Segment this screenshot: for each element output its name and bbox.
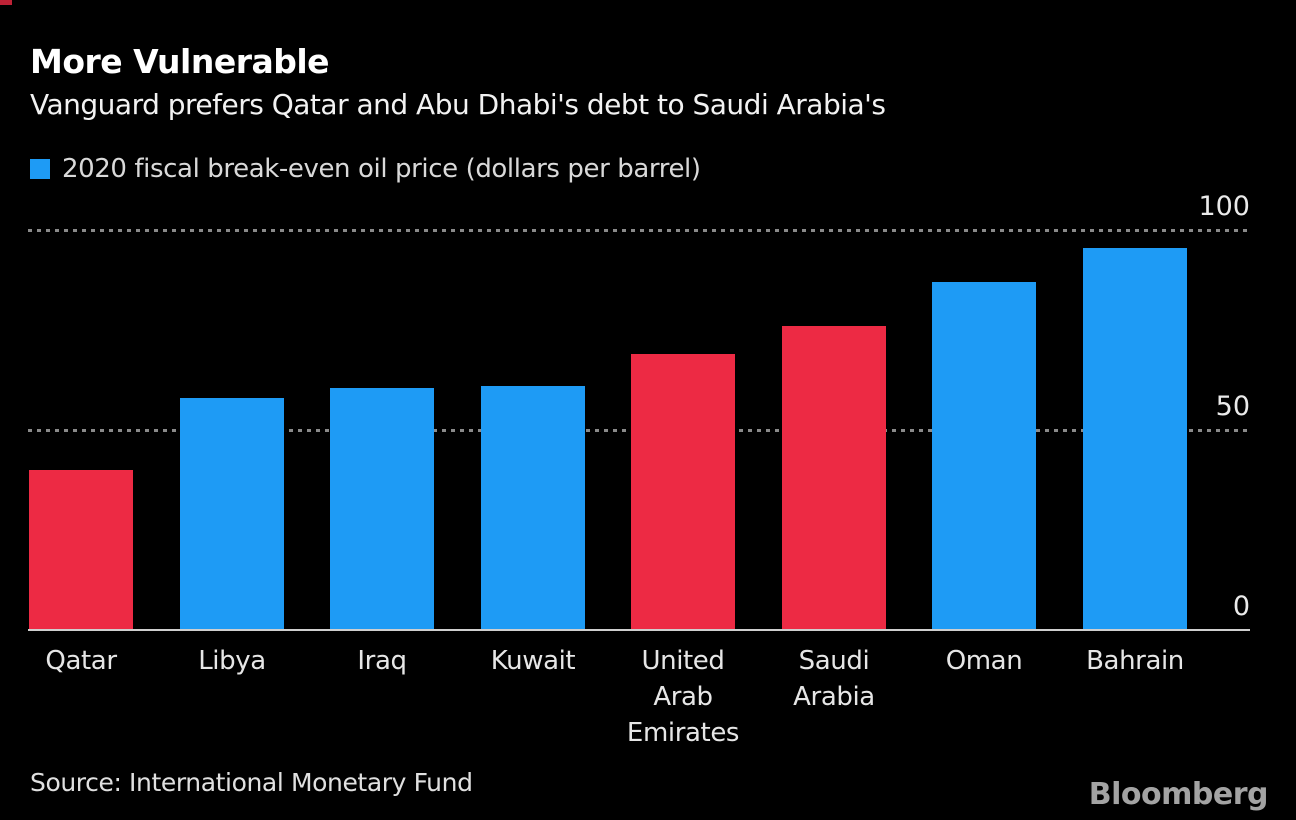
x-tick-label-libya: Libya: [198, 646, 266, 676]
y-tick-label-50: 50: [1215, 391, 1250, 422]
bar-saudi-arabia: [782, 326, 886, 630]
bar-kuwait: [481, 386, 585, 630]
legend-label: 2020 fiscal break-even oil price (dollar…: [62, 154, 701, 184]
bar-oman: [932, 282, 1036, 630]
x-tick-label-oman: Oman: [945, 646, 1023, 676]
bar-bahrain: [1083, 248, 1187, 630]
x-tick-label-bahrain: Bahrain: [1086, 646, 1184, 676]
y-tick-label-0: 0: [1232, 591, 1250, 622]
gridline-100: [28, 229, 1250, 232]
legend: 2020 fiscal break-even oil price (dollar…: [30, 154, 701, 184]
source-note: Source: International Monetary Fund: [30, 768, 473, 797]
x-tick-label-qatar: Qatar: [45, 646, 117, 676]
bar-iraq: [330, 388, 434, 630]
red-corner-mark: [0, 0, 12, 5]
x-tick-label-kuwait: Kuwait: [490, 646, 576, 676]
y-tick-label-100: 100: [1198, 191, 1250, 222]
x-axis-line: [28, 629, 1250, 631]
bloomberg-logo: Bloomberg: [1088, 777, 1269, 812]
chart-title: More Vulnerable: [30, 42, 330, 81]
bar-qatar: [29, 470, 133, 630]
x-tick-label-iraq: Iraq: [357, 646, 407, 676]
x-tick-label-saudi-arabia: Saudi Arabia: [793, 646, 875, 712]
bar-libya: [180, 398, 284, 630]
x-tick-label-united-arab-emirates: United Arab Emirates: [626, 646, 740, 748]
chart-subtitle: Vanguard prefers Qatar and Abu Dhabi's d…: [30, 88, 886, 121]
bar-united-arab-emirates: [631, 354, 735, 630]
legend-swatch-icon: [30, 159, 50, 179]
